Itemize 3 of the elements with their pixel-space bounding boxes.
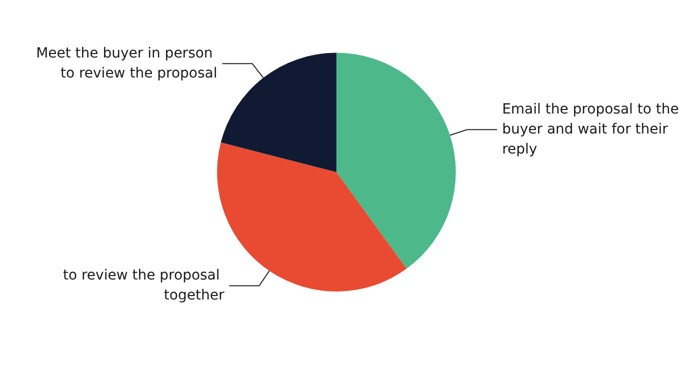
slice-label: Meet the buyer in person to review the proposal — [36, 46, 218, 82]
slice-label: Email the proposal to the buyer and wait for their reply — [502, 102, 684, 158]
slice-label: to review the proposal together — [62, 268, 224, 304]
